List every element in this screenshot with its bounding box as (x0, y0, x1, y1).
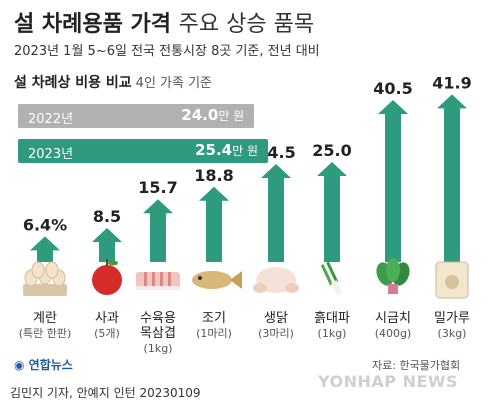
category-label-5-1: 생닭 (264, 311, 288, 326)
category-label-4-1: 조기 (202, 311, 226, 326)
green-onion-icon (320, 261, 343, 296)
category-label-3-2: 목삼겹 (140, 326, 176, 341)
value-label-4: 18.8 (194, 166, 233, 185)
category-label-6-2: (1kg) (318, 327, 347, 340)
pork-belly-icon (136, 272, 180, 290)
category-label-3-1: 수육용 (140, 311, 176, 326)
arrow-3 (143, 199, 173, 262)
category-label-8-2: (3kg) (438, 327, 467, 340)
category-label-8-1: 밀가루 (434, 311, 470, 326)
category-label-7-1: 시금치 (375, 311, 411, 326)
data-source: 자료: 한국물가협회 (372, 359, 461, 372)
value-label-3: 15.7 (138, 178, 177, 197)
apple-icon (92, 259, 122, 295)
flour-bag-icon (435, 261, 469, 299)
cost-value-2022: 24.0만 원 (181, 106, 245, 124)
arrow-6 (317, 162, 347, 262)
cost-comparison-heading: 설 차례상 비용 비교 4인 가족 기준 (14, 75, 213, 91)
chicken-icon (253, 267, 299, 293)
value-label-8: 41.9 (432, 73, 471, 92)
arrow-1 (30, 236, 60, 262)
category-label-3-3: (1kg) (144, 342, 173, 355)
yonhap-logo: ◉ 연합뉴스 (14, 358, 73, 372)
arrow-5 (261, 164, 291, 262)
cost-bar-2022: 2022년 24.0만 원 (18, 104, 255, 128)
cost-year-2023: 2023년 (28, 147, 74, 162)
arrow-4 (199, 186, 229, 262)
category-label-6-1: 흙대파 (314, 311, 350, 326)
fish-icon (192, 271, 242, 289)
category-label-4-2: (1마리) (196, 327, 232, 340)
category-label-1-1: 계란 (33, 311, 57, 326)
arrow-2 (92, 228, 122, 262)
category-label-2-2: (5개) (94, 327, 120, 340)
byline: 김민지 기자, 안예지 인턴 20230109 (10, 386, 201, 400)
cost-year-2022: 2022년 (28, 112, 74, 127)
category-label-7-2: (400g) (375, 327, 412, 340)
arrow-7 (378, 100, 408, 262)
cost-value-2023: 25.4만 원 (195, 141, 258, 159)
spinach-icon (376, 258, 410, 294)
category-label-1-2: (특란 한판) (19, 327, 72, 340)
value-label-7: 40.5 (373, 79, 412, 98)
value-label-1: 6.4% (23, 215, 67, 234)
page-subtitle: 2023년 1월 5~6일 전국 전통시장 8곳 기준, 전년 대비 (14, 44, 320, 59)
cost-bar-2023: 2023년 25.4만 원 (18, 139, 268, 163)
arrow-8 (437, 94, 467, 263)
value-label-2: 8.5 (93, 207, 121, 226)
egg-tray-icon (23, 261, 67, 296)
watermark: YONHAP NEWS (318, 372, 459, 391)
category-label-2-1: 사과 (95, 311, 119, 326)
category-label-5-2: (3마리) (258, 327, 294, 340)
page-title: 설 차례용품 가격 주요 상승 품목 (14, 12, 315, 37)
value-label-6: 25.0 (312, 141, 351, 160)
